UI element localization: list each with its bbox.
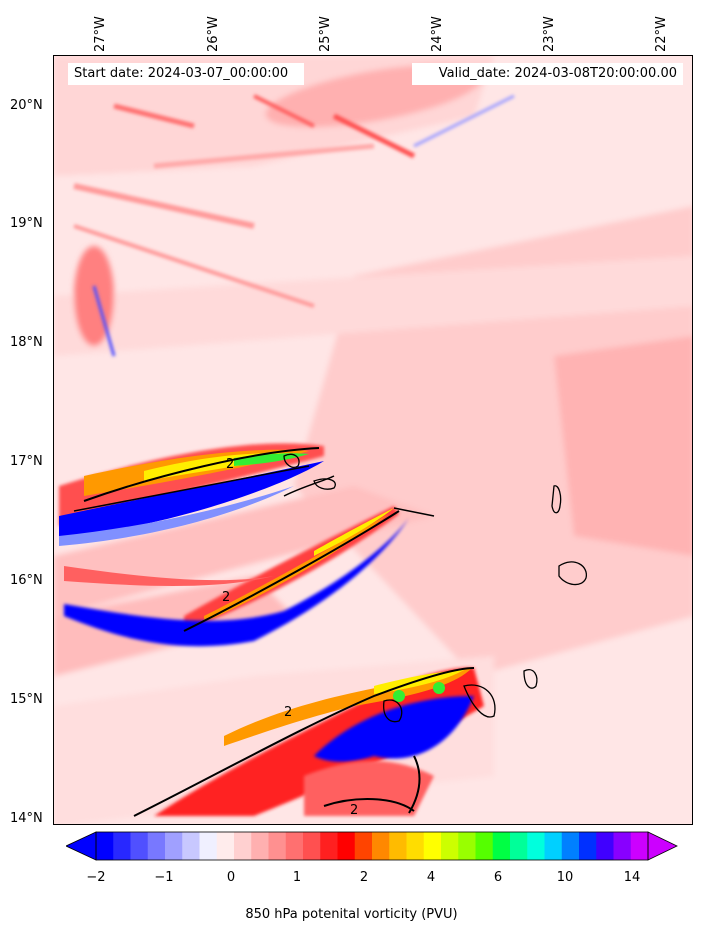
colorbar-cell (320, 832, 338, 860)
contour-labels: 2 2 2 2 (222, 457, 358, 818)
lat-label: 16°N (10, 573, 43, 588)
contour-label: 2 (222, 590, 230, 605)
lon-label: 23°W (542, 16, 557, 52)
colorbar-cell (285, 832, 304, 860)
island-maio (523, 669, 538, 689)
colorbar-cell (96, 832, 114, 860)
colorbar-cell (406, 832, 425, 860)
colorbar-cell (165, 832, 183, 860)
pv-streak-south (133, 667, 484, 817)
lat-label: 19°N (10, 216, 43, 231)
colorbar-left-arrow (66, 831, 97, 861)
lat-label: 15°N (10, 692, 43, 707)
colorbar-cell (389, 832, 407, 860)
island-santiago (463, 684, 496, 718)
colorbar-tick-label: 10 (556, 870, 574, 885)
lon-label: 27°W (93, 16, 108, 52)
colorbar-cells (96, 832, 649, 860)
colorbar-cell (423, 832, 442, 860)
contour-label: 2 (226, 457, 234, 472)
colorbar-label: 850 hPa potenital vorticity (PVU) (245, 907, 458, 922)
colorbar-cell (544, 832, 563, 860)
colorbar-cell (337, 832, 356, 860)
contour-label: 2 (284, 705, 292, 720)
island-coastlines (283, 453, 587, 723)
colorbar-outline (95, 831, 649, 861)
colorbar-cell (527, 832, 545, 860)
pv-streak-middle (64, 506, 435, 647)
colorbar-cell (303, 832, 321, 860)
colorbar-cell (613, 832, 632, 860)
lat-label: 14°N (10, 811, 43, 826)
lon-label: 26°W (206, 16, 221, 52)
contour-label: 2 (350, 803, 358, 818)
colorbar-cell (216, 832, 235, 860)
lon-label: 25°W (318, 16, 333, 52)
colorbar-cell (372, 832, 390, 860)
colorbar-cell (234, 832, 252, 860)
island-sao-nicolau (313, 478, 336, 490)
start-date-box: Start date: 2024-03-07_00:00:00 (68, 63, 304, 85)
colorbar-right-arrow (647, 831, 678, 861)
map-field: 2 2 2 2 (54, 56, 692, 824)
island-sal (551, 485, 562, 514)
colorbar-tick-label: 6 (493, 870, 503, 885)
island-boa-vista (558, 561, 587, 586)
colorbar-cell (147, 832, 166, 860)
colorbar-cell (596, 832, 614, 860)
colorbar-cell (199, 832, 218, 860)
colorbar-cell (492, 832, 511, 860)
colorbar-tick-label: −2 (86, 870, 106, 885)
valid-date-text: Valid_date: 2024-03-08T20:00:00.00 (438, 66, 677, 81)
colorbar-cell (579, 832, 597, 860)
colorbar-cell (130, 832, 149, 860)
colorbar-tick-label: 2 (359, 870, 369, 885)
colorbar-tick-label: −1 (154, 870, 174, 885)
lat-label: 20°N (10, 98, 43, 113)
colorbar-cell (113, 832, 131, 860)
colorbar-cell (268, 832, 287, 860)
pv-streak-north (59, 443, 335, 546)
colorbar-cell (458, 832, 476, 860)
colorbar-tick-label: 4 (426, 870, 436, 885)
colorbar-cell (510, 832, 528, 860)
colorbar-cell (561, 832, 580, 860)
lat-label: 18°N (10, 335, 43, 350)
colorbar-cell (182, 832, 200, 860)
valid-date-box: Valid_date: 2024-03-08T20:00:00.00 (412, 63, 683, 85)
lon-label: 24°W (430, 16, 445, 52)
colorbar-tick-label: 0 (226, 870, 236, 885)
colorbar-tick-label: 14 (623, 870, 641, 885)
colorbar-cell (441, 832, 459, 860)
lon-label: 22°W (654, 16, 669, 52)
island-fogo (383, 699, 403, 723)
lat-label: 17°N (10, 454, 43, 469)
island-sao-vicente (283, 453, 300, 468)
colorbar-cell (630, 832, 649, 860)
start-date-text: Start date: 2024-03-07_00:00:00 (74, 66, 289, 81)
colorbar-cell (251, 832, 269, 860)
colorbar-cell (475, 832, 494, 860)
map-panel: 2 2 2 2 (53, 55, 693, 825)
wave-pattern (73, 94, 515, 357)
colorbar (66, 831, 678, 861)
colorbar-cell (354, 832, 373, 860)
colorbar-tick-label: 1 (292, 870, 302, 885)
